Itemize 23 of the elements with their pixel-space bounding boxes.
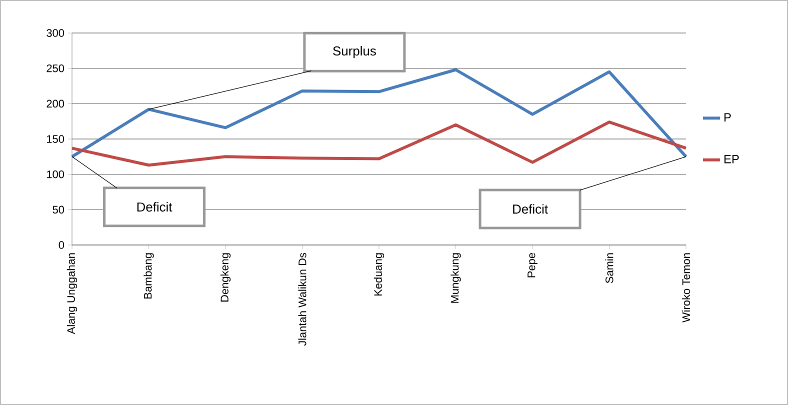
annotation: Surplus <box>333 46 376 58</box>
legend-label: EP <box>724 155 739 164</box>
y-tick-label: 300 <box>46 29 64 37</box>
annotation: Deficit <box>137 202 172 212</box>
x-tick-label: Samin <box>605 253 614 284</box>
y-tick-label: 50 <box>52 206 64 214</box>
y-tick-label: 0 <box>58 241 64 249</box>
y-tick-label: 150 <box>47 135 64 143</box>
x-tick-label: Mungkung <box>450 253 461 303</box>
x-tick-label: Dengkeng <box>220 253 231 302</box>
line-series <box>70 120 688 167</box>
y-tick-label: 100 <box>47 170 64 178</box>
x-tick-label: Pepe <box>528 253 538 278</box>
legend-label: P <box>724 113 731 122</box>
x-tick-label: Alang Unggahan <box>66 253 78 334</box>
y-tick-label: 200 <box>46 100 64 108</box>
x-tick-label: Wiroko Temon <box>682 253 690 323</box>
line-series <box>70 68 688 158</box>
x-tick-label: Jlantah Walikun Ds <box>298 252 306 346</box>
x-tick-label: Bambang <box>144 253 154 299</box>
y-tick-label: 250 <box>46 64 64 72</box>
x-tick-label: Keduang <box>374 253 384 296</box>
annotation: Deficit <box>513 204 548 214</box>
